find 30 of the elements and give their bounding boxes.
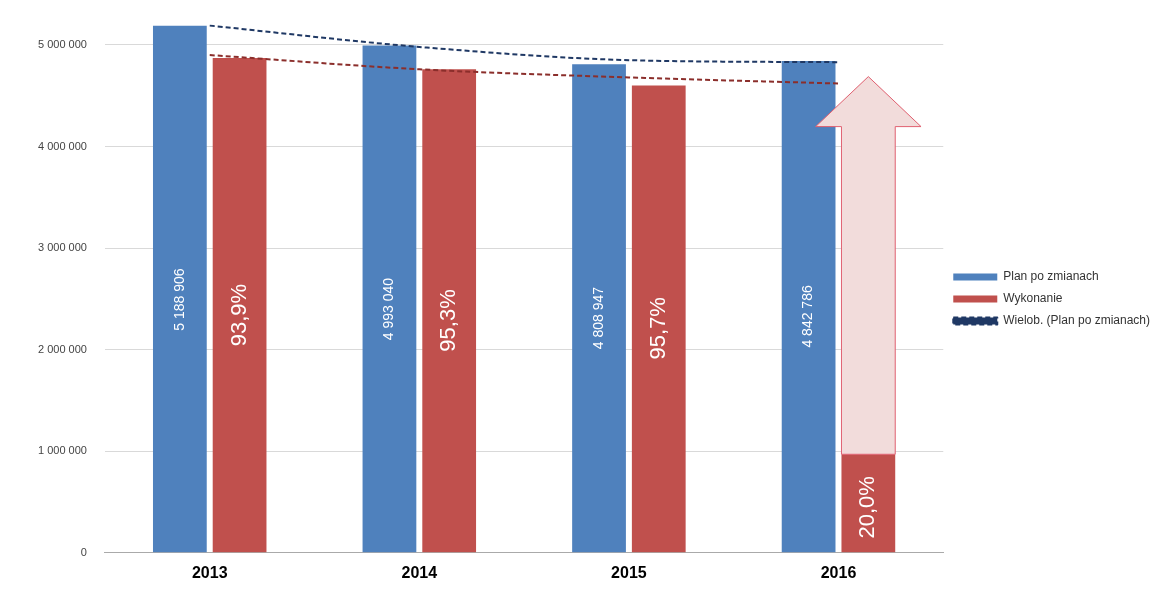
bar (422, 69, 477, 553)
x-tick-label: 2013 (191, 563, 228, 581)
annotation: 20,0% (854, 476, 880, 539)
bar (152, 25, 207, 553)
line-series (208, 24, 840, 64)
bar (572, 64, 626, 553)
annotation: 95,3% (435, 289, 461, 352)
annotation: 93,9% (225, 283, 251, 347)
bar (362, 45, 417, 553)
data-label: 5 188 906 (170, 268, 187, 331)
y-tick-label: 4 000 000 (38, 139, 87, 152)
line-series (208, 54, 840, 85)
data-label: 4 808 947 (589, 286, 606, 350)
data-label: 4 842 786 (799, 285, 816, 348)
legend-label: Wykonanie (1003, 291, 1063, 306)
legend-label: Plan po zmianach (1003, 269, 1099, 284)
x-tick-label: 2014 (401, 563, 438, 581)
y-tick-label: 2 000 000 (38, 342, 87, 355)
bar (631, 85, 686, 553)
y-tick-label: 0 (80, 545, 87, 558)
data-label: 4 993 040 (380, 277, 397, 341)
bar (212, 58, 267, 553)
annotation: 95,7% (644, 297, 670, 360)
y-tick-label: 1 000 000 (38, 444, 87, 457)
x-tick-label: 2015 (611, 563, 647, 581)
legend-label: Wielob. (Plan po zmianach) (1003, 313, 1150, 328)
y-tick-label: 5 000 000 (38, 37, 87, 50)
x-tick-label: 2016 (820, 563, 857, 581)
bar (841, 454, 896, 553)
y-tick-label: 3 000 000 (38, 241, 87, 254)
